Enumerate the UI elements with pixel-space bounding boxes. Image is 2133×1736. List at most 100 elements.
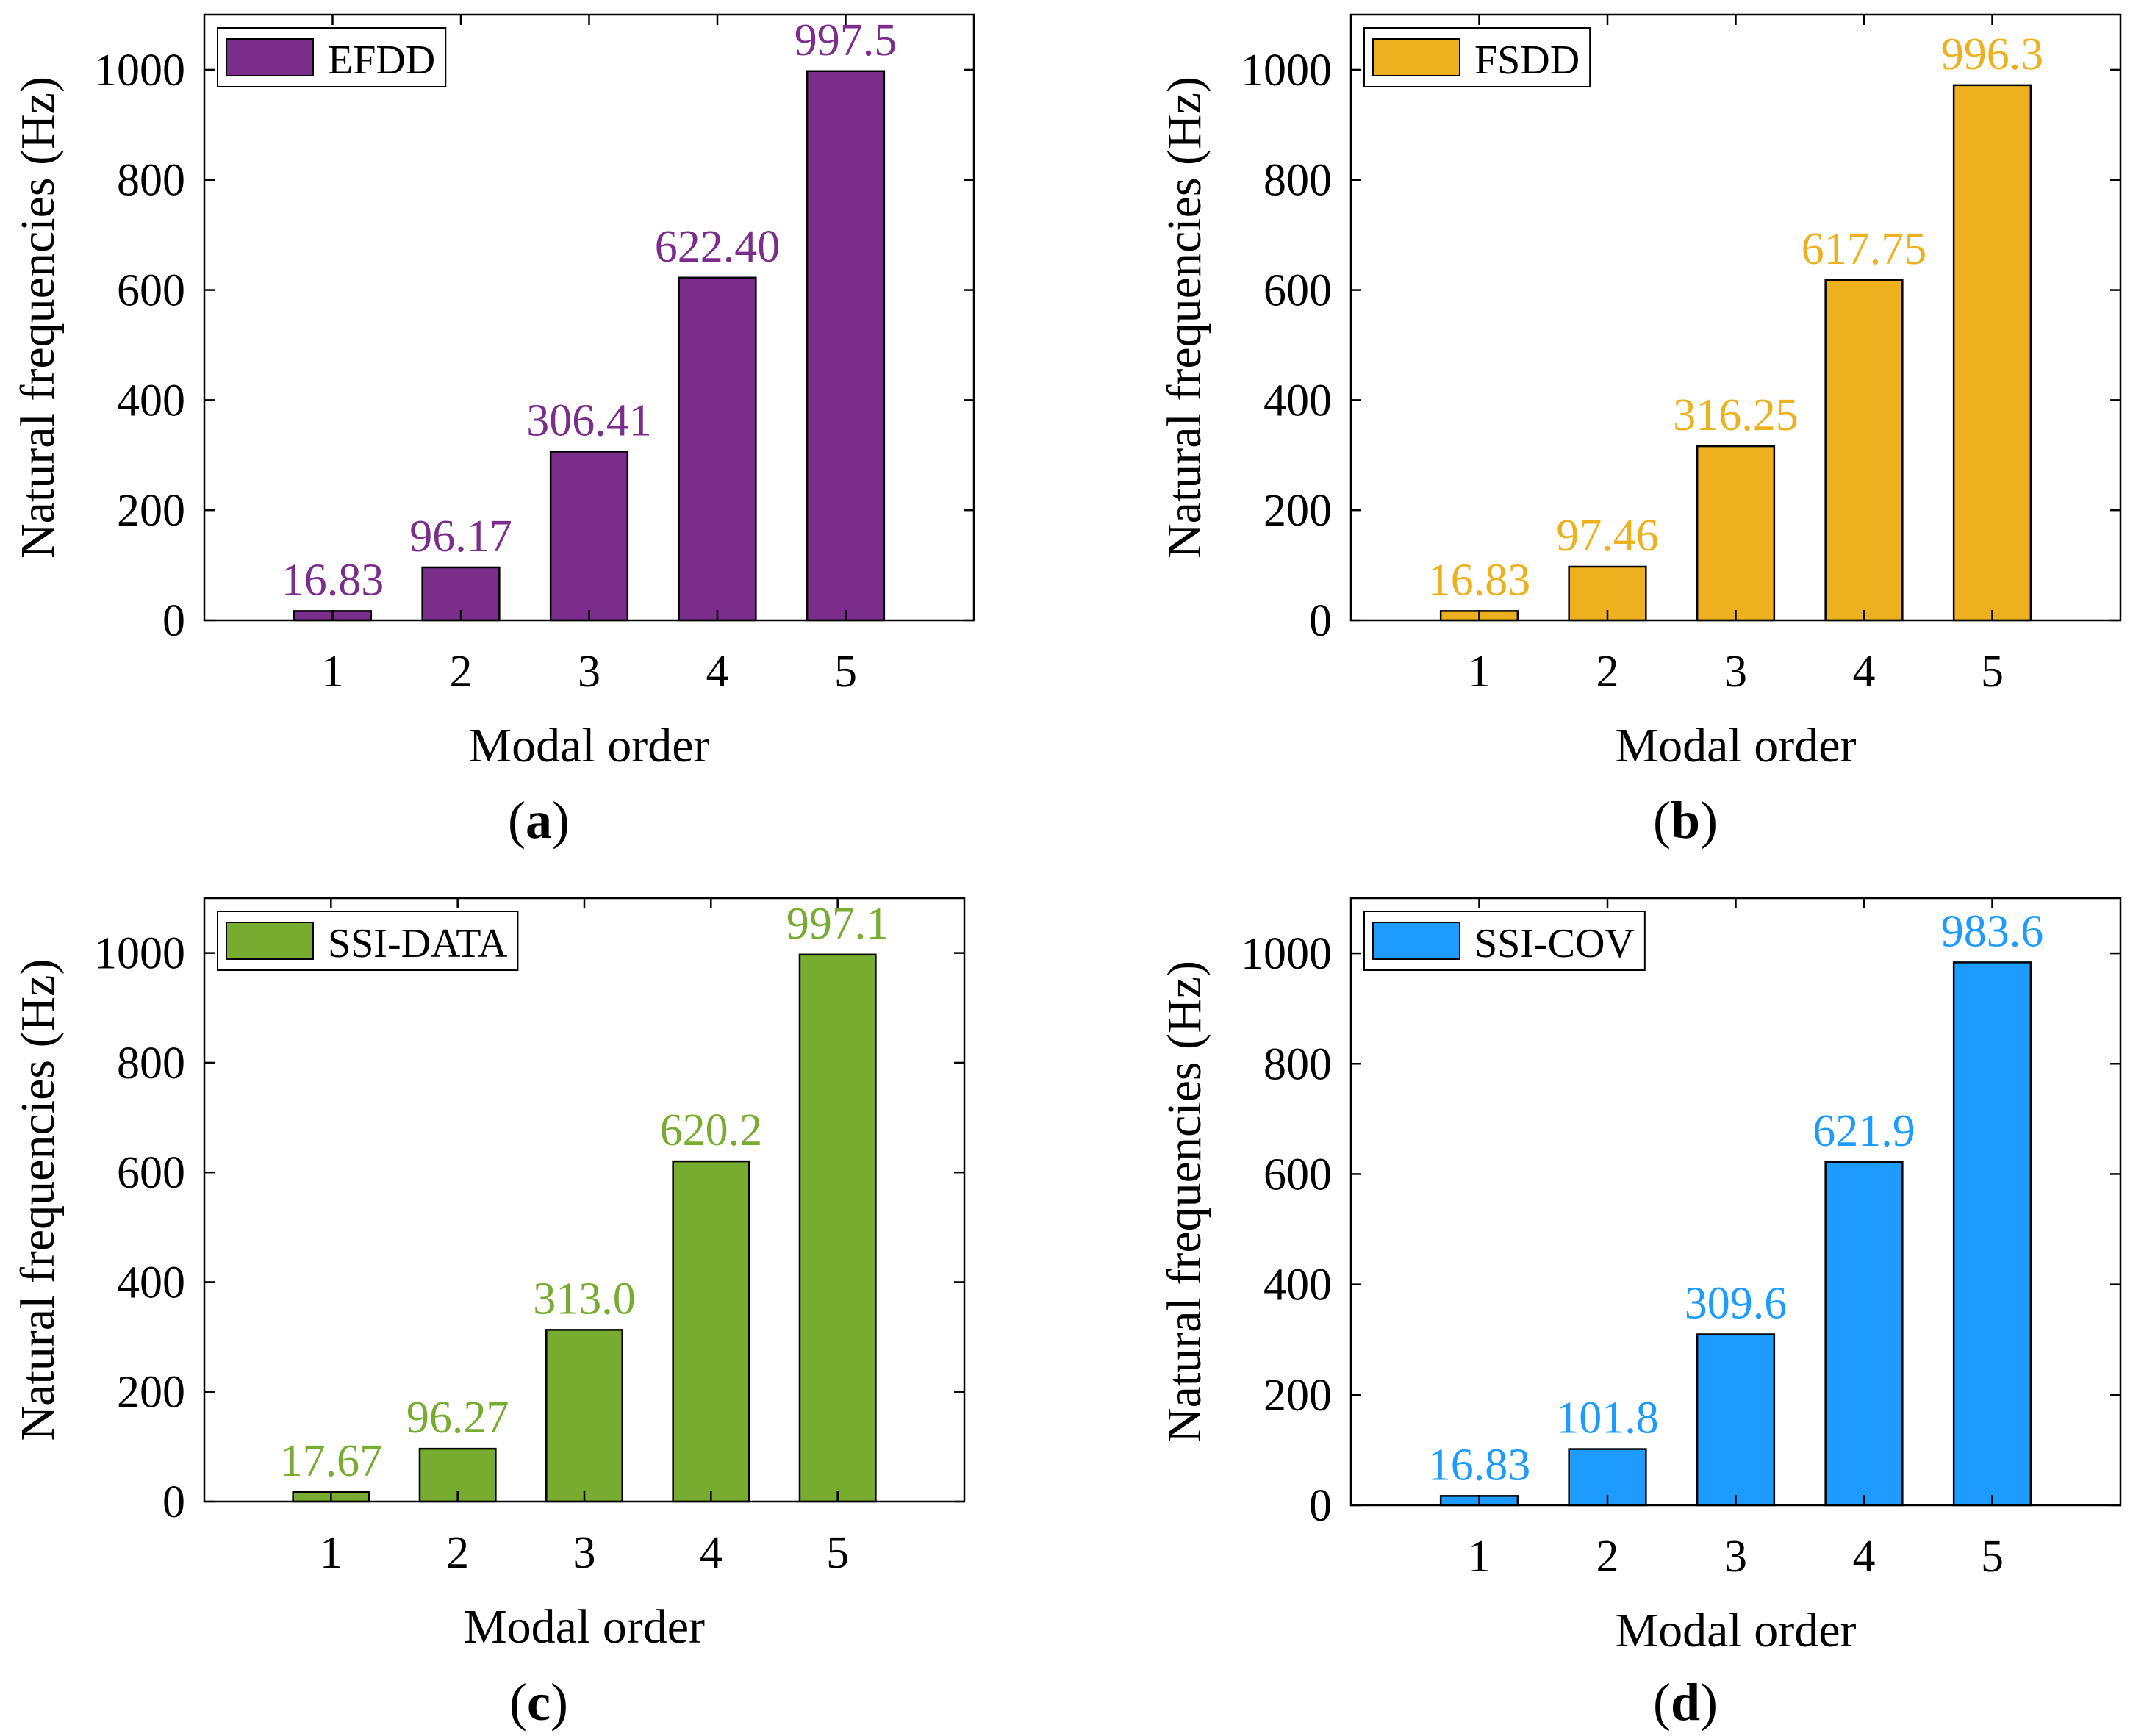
data-label: 17.67 xyxy=(280,1436,383,1486)
y-axis-label: Natural frequencies (Hz) xyxy=(1158,76,1211,559)
x-tick-label: 3 xyxy=(578,647,601,697)
chart-panel: 16.83 97.46 316.25 617.75 996.3 0 200 400 600 800… xyxy=(1158,13,2122,850)
x-tick-label: 2 xyxy=(1596,1532,1619,1582)
x-tick-label: 3 xyxy=(573,1528,596,1578)
panel-caption: (d) xyxy=(1653,1673,1718,1732)
legend-swatch xyxy=(226,38,314,76)
y-tick-label: 1000 xyxy=(1241,929,1332,979)
chart-panel: 17.6796.27313.0620.2997.1020040060080010… xyxy=(11,897,966,1732)
y-axis-label: Natural frequencies (Hz) xyxy=(11,76,65,559)
panel-caption: (b) xyxy=(1653,791,1718,850)
x-axis-label: Modal order xyxy=(1615,719,1856,772)
y-tick-label: 1000 xyxy=(1241,46,1332,96)
x-tick-label: 1 xyxy=(320,1528,343,1578)
bar-mode-4 xyxy=(678,276,757,622)
bar-mode-5 xyxy=(1952,84,2032,622)
y-tick-label: 1000 xyxy=(94,929,185,979)
x-tick-label: 4 xyxy=(706,647,729,697)
data-label: 996.3 xyxy=(1941,29,2044,79)
x-axis-label: Modal order xyxy=(1615,1604,1856,1657)
bar-mode-3 xyxy=(1696,1333,1776,1507)
data-label: 621.9 xyxy=(1813,1106,1915,1156)
data-label: 620.2 xyxy=(660,1105,763,1155)
bar-mode-4 xyxy=(1824,1161,1904,1507)
data-label: 16.83 xyxy=(1428,555,1531,605)
x-tick-label: 4 xyxy=(1853,1532,1876,1582)
data-label: 96.17 xyxy=(409,512,512,562)
data-label: 617.75 xyxy=(1802,224,1927,274)
data-label: 316.25 xyxy=(1673,390,1799,440)
y-tick-label: 1000 xyxy=(94,46,185,96)
legend-swatch xyxy=(1372,38,1460,76)
bar-mode-3 xyxy=(1696,445,1776,622)
data-label: 983.6 xyxy=(1941,906,2044,956)
x-tick-label: 5 xyxy=(1981,647,2004,697)
y-tick-label: 0 xyxy=(1309,596,1332,646)
x-tick-label: 4 xyxy=(1853,647,1876,697)
bar-mode-3 xyxy=(549,451,629,622)
legend-box xyxy=(217,27,447,87)
x-tick-label: 1 xyxy=(321,647,344,697)
legend-swatch xyxy=(1372,922,1460,960)
x-axis-label: Modal order xyxy=(464,1600,705,1654)
y-tick-label: 600 xyxy=(117,1148,185,1198)
x-tick-label: 5 xyxy=(826,1528,849,1578)
y-tick-label: 800 xyxy=(117,1039,185,1088)
data-label: 306.41 xyxy=(526,395,652,445)
x-tick-label: 5 xyxy=(834,647,857,697)
y-tick-label: 0 xyxy=(1309,1481,1332,1531)
y-tick-label: 400 xyxy=(117,376,185,426)
y-tick-label: 200 xyxy=(117,486,185,536)
y-axis-label: Natural frequencies (Hz) xyxy=(11,959,65,1441)
x-tick-label: 1 xyxy=(1468,1532,1491,1582)
y-tick-label: 600 xyxy=(1263,266,1332,316)
bar-mode-5 xyxy=(806,70,886,622)
y-tick-label: 600 xyxy=(117,266,185,316)
x-tick-label: 2 xyxy=(446,1528,469,1578)
chart-panel: 16.8396.17306.41622.40997.50200400600800… xyxy=(11,13,975,850)
y-tick-label: 400 xyxy=(1263,376,1332,426)
bar-mode-4 xyxy=(1824,279,1904,622)
bar-mode-4 xyxy=(672,1160,750,1503)
legend-label: EFDD xyxy=(328,37,435,83)
y-axis-label: Natural frequencies (Hz) xyxy=(1158,961,1211,1443)
panel-caption: (c) xyxy=(509,1673,568,1732)
x-axis-label: Modal order xyxy=(468,719,709,772)
y-tick-label: 800 xyxy=(1263,156,1332,206)
panel-caption: (a) xyxy=(508,791,570,850)
y-tick-label: 800 xyxy=(117,156,185,206)
data-label: 101.8 xyxy=(1556,1394,1659,1443)
y-tick-label: 200 xyxy=(1263,1371,1332,1421)
data-label: 309.6 xyxy=(1685,1279,1788,1329)
bar-mode-3 xyxy=(545,1329,623,1503)
x-tick-label: 3 xyxy=(1724,1532,1747,1582)
x-tick-label: 3 xyxy=(1724,647,1747,697)
y-tick-label: 0 xyxy=(162,596,185,646)
legend-label: FSDD xyxy=(1474,37,1580,83)
y-tick-label: 600 xyxy=(1263,1149,1332,1199)
data-label: 622.40 xyxy=(655,222,781,272)
chart-panel: 16.83 101.8 309.6 621.9 983.6 0 200 400 600 800 10… xyxy=(1158,897,2122,1732)
x-tick-label: 5 xyxy=(1981,1532,2004,1582)
legend-label: SSI-DATA xyxy=(328,921,508,966)
bar-mode-5 xyxy=(798,953,877,1503)
data-label: 16.83 xyxy=(1428,1440,1531,1490)
data-label: 96.27 xyxy=(406,1393,509,1443)
y-tick-label: 200 xyxy=(117,1368,185,1418)
data-label: 16.83 xyxy=(282,555,384,605)
y-tick-label: 0 xyxy=(162,1477,185,1527)
data-label: 97.46 xyxy=(1556,511,1659,561)
y-tick-label: 200 xyxy=(1263,486,1332,536)
x-tick-label: 4 xyxy=(700,1528,723,1578)
legend-swatch xyxy=(226,922,314,960)
legend-label: SSI-COV xyxy=(1474,921,1635,966)
y-tick-label: 400 xyxy=(1263,1260,1332,1310)
data-label: 313.0 xyxy=(533,1274,636,1324)
x-tick-label: 1 xyxy=(1468,647,1491,697)
y-tick-label: 800 xyxy=(1263,1039,1332,1089)
x-tick-label: 2 xyxy=(450,647,473,697)
x-tick-label: 2 xyxy=(1596,647,1619,697)
bar-mode-5 xyxy=(1952,961,2032,1507)
y-tick-label: 400 xyxy=(117,1258,185,1308)
